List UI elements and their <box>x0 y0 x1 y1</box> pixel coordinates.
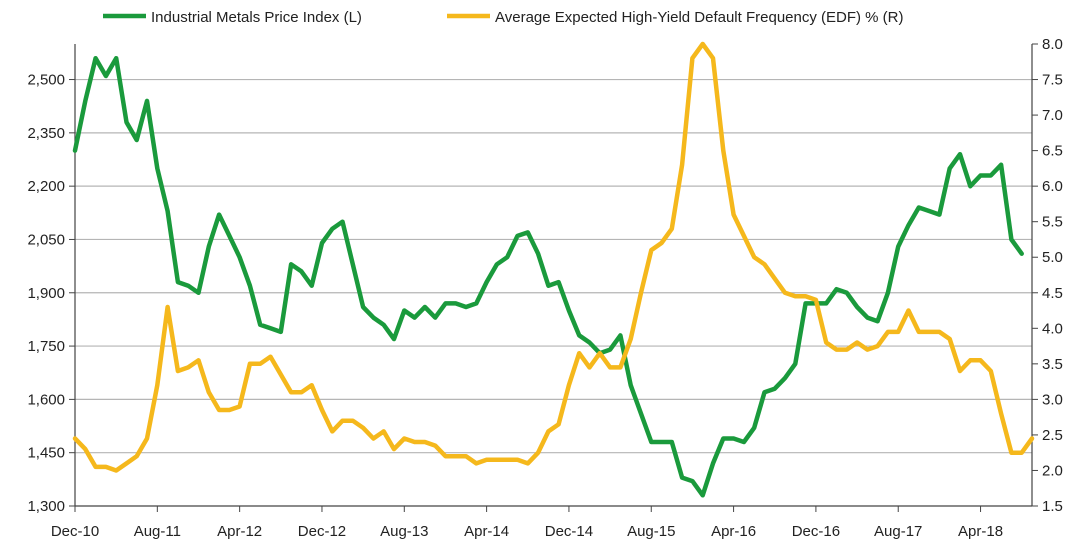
right-y-tick-label: 3.5 <box>1042 356 1063 373</box>
left-y-tick-label: 1,750 <box>27 338 65 355</box>
right-y-tick-label: 1.5 <box>1042 498 1063 515</box>
x-tick-label: Dec-10 <box>51 523 99 540</box>
x-tick-label: Aug-11 <box>134 523 181 540</box>
right-y-tick-label: 2.5 <box>1042 427 1063 444</box>
left-y-tick-label: 1,450 <box>27 445 65 462</box>
right-y-tick-label: 4.0 <box>1042 320 1063 337</box>
legend-label: Industrial Metals Price Index (L) <box>151 9 362 26</box>
axis-layer: 1,300 1,450 1,600 1,750 1,900 2,050 2,200 2,350… <box>27 36 1062 540</box>
right-y-tick-label: 7.0 <box>1042 107 1063 124</box>
x-tick-label: Apr-18 <box>958 523 1003 540</box>
left-y-tick-label: 1,900 <box>27 285 65 302</box>
left-y-tick-label: 2,500 <box>27 72 65 89</box>
left-y-tick-label: 2,050 <box>27 231 65 248</box>
x-tick-label: Aug-15 <box>627 523 675 540</box>
right-y-tick-label: 5.0 <box>1042 249 1063 266</box>
legend-label: Average Expected High-Yield Default Freq… <box>495 9 904 26</box>
left-y-tick-label: 2,200 <box>27 178 65 195</box>
right-y-tick-label: 5.5 <box>1042 214 1063 231</box>
x-tick-label: Apr-12 <box>217 523 262 540</box>
x-tick-label: Apr-16 <box>711 523 756 540</box>
right-y-tick-label: 6.5 <box>1042 143 1063 160</box>
x-tick-label: Dec-12 <box>298 523 346 540</box>
right-y-tick-label: 8.0 <box>1042 36 1063 53</box>
grid-layer <box>75 78 1032 454</box>
series-layer <box>72 41 1035 498</box>
x-tick-label: Dec-16 <box>792 523 840 540</box>
left-y-tick-label: 2,350 <box>27 125 65 142</box>
right-y-tick-label: 3.0 <box>1042 391 1063 408</box>
right-y-tick-label: 6.0 <box>1042 178 1063 195</box>
x-tick-label: Apr-14 <box>464 523 509 540</box>
x-tick-label: Aug-17 <box>874 523 922 540</box>
left-y-tick-label: 1,600 <box>27 391 65 408</box>
metals-index-series-line <box>72 55 1024 498</box>
edf-series-line <box>72 41 1035 473</box>
right-y-tick-label: 2.0 <box>1042 462 1063 479</box>
left-y-tick-label: 1,300 <box>27 498 65 515</box>
legend: Industrial Metals Price Index (L) Average… <box>103 9 904 26</box>
right-y-tick-label: 4.5 <box>1042 285 1063 302</box>
x-tick-label: Dec-14 <box>545 523 593 540</box>
x-tick-label: Aug-13 <box>380 523 428 540</box>
right-y-tick-label: 7.5 <box>1042 72 1063 89</box>
